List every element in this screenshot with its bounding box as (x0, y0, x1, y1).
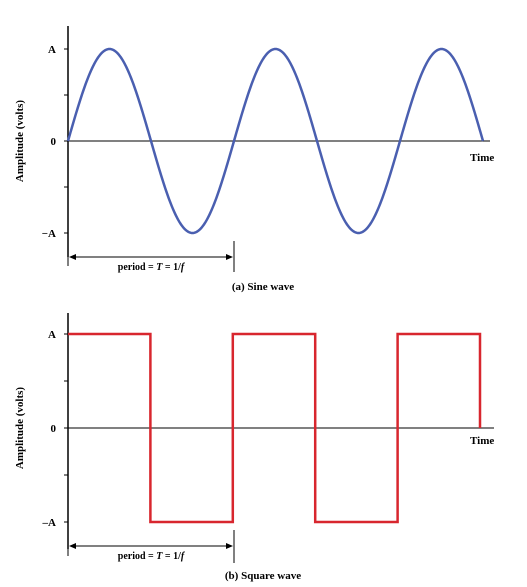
y-tick-label-zero: 0 (51, 423, 57, 435)
period-label: period = T = 1/f (118, 551, 186, 562)
x-axis-label: Time (470, 152, 494, 164)
y-axis-label: Amplitude (volts) (14, 100, 26, 183)
y-tick-label-top: A (48, 44, 56, 56)
period-label: period = T = 1/f (118, 262, 186, 273)
chart-caption: (b) Square wave (225, 570, 301, 582)
period-arrowhead-right (226, 254, 233, 260)
square-wave-line (68, 332, 482, 524)
period-arrowhead-left (69, 254, 76, 260)
y-tick-label-bottom: –A (42, 517, 57, 529)
y-tick-label-bottom: −A (42, 228, 56, 240)
y-tick-label-top: A (48, 329, 56, 341)
period-arrowhead-right (226, 543, 233, 549)
y-axis-label: Amplitude (volts) (14, 387, 26, 470)
sine-wave-line (66, 47, 485, 235)
square-chart: A 0 –A Amplitude (volts) Time period = T… (14, 313, 494, 582)
chart-caption: (a) Sine wave (232, 281, 294, 293)
y-tick-label-zero: 0 (51, 136, 57, 148)
x-axis-label: Time (470, 435, 494, 447)
period-arrowhead-left (69, 543, 76, 549)
sine-chart: A 0 −A Amplitude (volts) Time period = T… (14, 26, 494, 293)
